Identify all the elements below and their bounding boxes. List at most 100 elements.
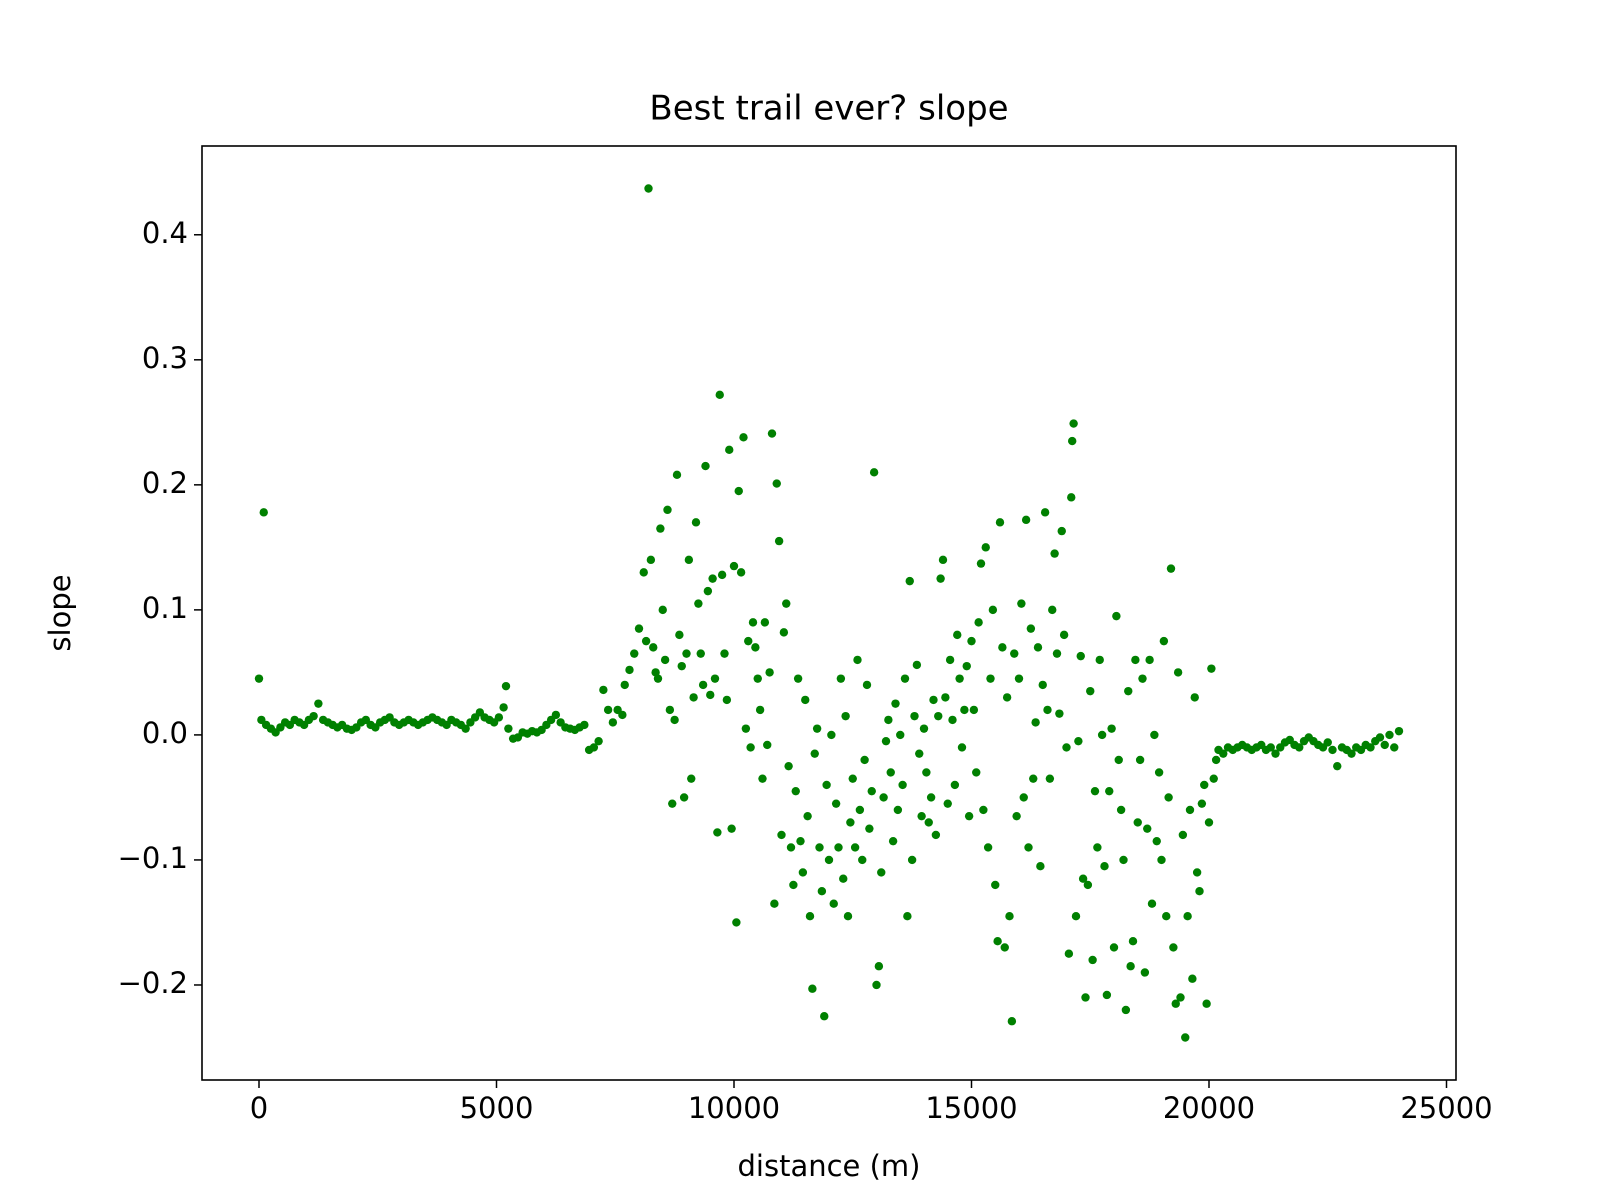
point (1121, 1005, 1131, 1015)
x-tick-label: 20000 (1163, 1091, 1255, 1125)
point (941, 693, 950, 702)
point (986, 674, 995, 683)
point (1192, 868, 1202, 877)
point (1181, 1033, 1190, 1042)
point (625, 665, 634, 675)
point (639, 568, 648, 577)
point (1173, 668, 1183, 677)
point (687, 774, 696, 783)
point (1062, 743, 1071, 752)
point (663, 505, 672, 515)
point (722, 695, 732, 705)
point (720, 649, 729, 658)
point (691, 518, 701, 527)
point (772, 479, 781, 488)
point (1017, 599, 1026, 608)
point (950, 780, 960, 790)
point (751, 643, 760, 652)
point (1219, 749, 1228, 758)
y-tick-label: 0.2 (142, 466, 188, 500)
point (1019, 793, 1028, 802)
point (1347, 749, 1356, 758)
point (805, 912, 815, 921)
point (314, 699, 323, 708)
point (1026, 624, 1036, 633)
plot-frame (201, 145, 1457, 1081)
point (1164, 793, 1173, 802)
point (1052, 649, 1062, 658)
point (763, 740, 772, 750)
point (665, 705, 675, 715)
point (786, 843, 796, 852)
point (1138, 674, 1147, 683)
point (551, 710, 561, 720)
point (694, 599, 703, 608)
point (779, 628, 789, 637)
point (815, 843, 824, 852)
point (1126, 962, 1135, 971)
point (1002, 693, 1012, 702)
point (983, 843, 993, 852)
point (1033, 643, 1043, 652)
point (1038, 680, 1047, 690)
point (1183, 912, 1192, 921)
point (461, 724, 470, 733)
point (991, 880, 1000, 890)
point (653, 674, 663, 683)
point (893, 805, 903, 815)
point (744, 636, 753, 646)
point (858, 855, 867, 865)
point (1055, 709, 1064, 718)
point (689, 693, 698, 702)
point (850, 843, 860, 852)
point (957, 743, 967, 752)
y-tick-label: −0.1 (118, 841, 188, 875)
point (841, 711, 850, 721)
point (1093, 843, 1102, 852)
point (675, 630, 684, 640)
point (967, 636, 976, 646)
point (974, 618, 983, 627)
point (808, 984, 817, 993)
point (803, 811, 812, 821)
point (710, 674, 720, 683)
point (670, 715, 679, 725)
point (820, 1012, 829, 1021)
point (1064, 949, 1074, 958)
point (872, 980, 881, 990)
point (770, 899, 779, 908)
point (888, 836, 898, 846)
point (1021, 515, 1031, 525)
point (843, 912, 853, 921)
point (703, 586, 713, 596)
point (599, 685, 608, 695)
point (919, 724, 929, 733)
point (962, 661, 971, 671)
point (758, 774, 767, 783)
point (656, 524, 665, 533)
point (1057, 526, 1066, 536)
point (879, 793, 888, 802)
point (1005, 912, 1014, 921)
point (1157, 855, 1166, 865)
point (896, 730, 905, 740)
point (1271, 749, 1280, 758)
point (504, 724, 513, 733)
point (679, 793, 689, 802)
point (869, 468, 879, 477)
point (922, 768, 931, 777)
point (649, 643, 658, 652)
point (698, 680, 708, 690)
point (1012, 811, 1021, 821)
point (1143, 824, 1152, 833)
point (964, 811, 974, 821)
point (969, 705, 979, 715)
point (798, 868, 808, 877)
point (501, 681, 511, 691)
point (727, 824, 736, 833)
point (729, 561, 739, 571)
point (836, 674, 846, 683)
x-axis-label: distance (m) (738, 1149, 921, 1183)
point (1081, 993, 1090, 1002)
point (1375, 733, 1385, 742)
